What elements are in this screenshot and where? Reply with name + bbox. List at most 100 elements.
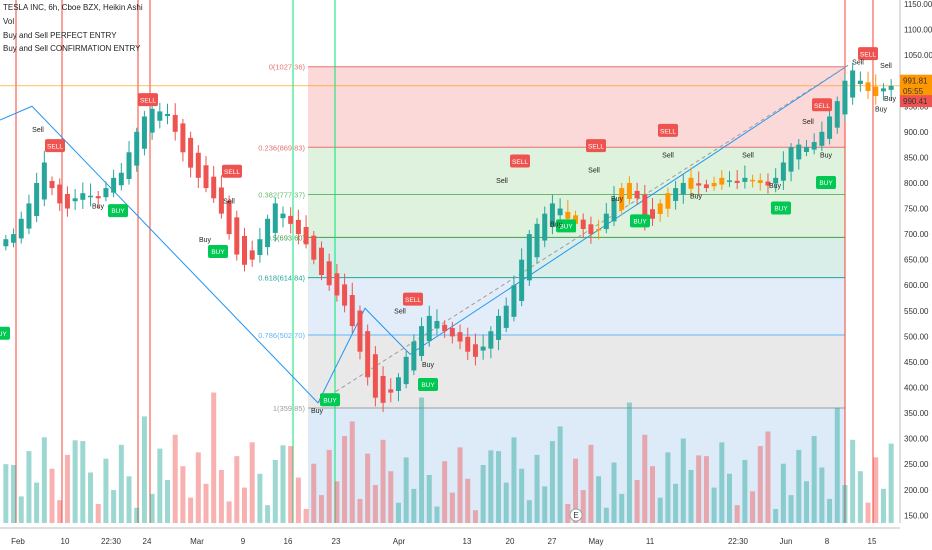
candle-body xyxy=(542,213,548,241)
volume-bar xyxy=(696,455,702,523)
volume-bar xyxy=(865,502,871,523)
volume-bar xyxy=(542,486,548,523)
buy-text: Buy xyxy=(690,193,703,200)
candle-body xyxy=(665,193,671,209)
volume-bar xyxy=(3,464,9,523)
candle-body xyxy=(403,356,409,385)
candle-body xyxy=(780,162,786,181)
time-tick: Feb xyxy=(11,537,25,546)
volume-bar xyxy=(295,477,301,523)
candle-body xyxy=(703,184,709,189)
price-tick: 300.00 xyxy=(904,435,929,444)
volume-bar xyxy=(134,507,140,523)
volume-bar xyxy=(726,473,732,523)
candle-body xyxy=(526,234,532,281)
volume-bar xyxy=(57,500,63,523)
sell-badge-label: SELL xyxy=(860,52,876,59)
volume-bar xyxy=(365,453,371,523)
volume-bar xyxy=(311,463,317,523)
candle-body xyxy=(249,250,255,260)
time-tick: 9 xyxy=(241,537,246,546)
volume-bar xyxy=(834,407,840,523)
volume-bar xyxy=(211,392,217,523)
candle-body xyxy=(88,195,94,198)
candle-body xyxy=(334,273,340,296)
buy-badge-label: BUY xyxy=(211,249,225,256)
buy-text: Buy xyxy=(820,152,833,159)
candle-body xyxy=(103,188,109,198)
buy-text: Buy xyxy=(199,237,212,244)
candle-body xyxy=(303,226,309,245)
volume-bar xyxy=(765,431,771,523)
volume-bar xyxy=(26,451,32,523)
buy-badge-label: BUY xyxy=(559,223,573,230)
candle-body xyxy=(657,203,663,215)
time-tick: 16 xyxy=(284,537,293,546)
price-label-box xyxy=(900,74,932,87)
volume-bar xyxy=(565,503,571,523)
candle-body xyxy=(496,315,502,340)
candle-body xyxy=(519,259,525,302)
candle-body xyxy=(234,217,240,255)
volume-bar xyxy=(265,505,271,523)
candle-body xyxy=(642,194,648,224)
volume-bar xyxy=(857,471,863,523)
buy-badge xyxy=(630,214,650,228)
volume-bar xyxy=(680,438,686,523)
candle-body xyxy=(134,131,140,166)
price-label: 05:55 xyxy=(903,87,924,96)
candle-body xyxy=(534,223,540,258)
volume-bar xyxy=(811,436,817,523)
price-tick: 450.00 xyxy=(904,358,929,367)
volume-bar xyxy=(449,492,455,523)
candle-body xyxy=(126,152,132,179)
volume-bar xyxy=(688,469,694,523)
volume-bar xyxy=(88,472,94,523)
volume-bar xyxy=(665,452,671,523)
candle-body xyxy=(603,213,609,230)
time-axis: Feb 10 22:30 24 Mar 9 16 23 Apr 13 20 27 May 11 22:30 J… xyxy=(0,508,900,546)
price-tick: 700.00 xyxy=(904,230,929,239)
candle-body xyxy=(442,324,448,332)
candle-body xyxy=(111,177,117,193)
volume-bar xyxy=(488,450,494,523)
buy-text: Buy xyxy=(769,183,782,190)
candle-body xyxy=(18,218,24,239)
candle-body xyxy=(295,219,301,235)
candle-body xyxy=(57,184,63,204)
candle-body xyxy=(180,123,186,153)
candle-body xyxy=(349,295,355,327)
volume-bar xyxy=(426,475,432,523)
volume-bar xyxy=(742,459,748,523)
buy-text: Buy xyxy=(92,204,105,211)
volume-bar xyxy=(272,459,278,523)
candle-body xyxy=(365,331,371,378)
volume-bar xyxy=(780,463,786,523)
time-tick: Jun xyxy=(780,537,793,546)
volume-bar xyxy=(734,505,740,523)
candle-body xyxy=(318,247,324,276)
time-tick: 20 xyxy=(506,537,515,546)
volume-bar xyxy=(880,488,886,523)
volume-bar xyxy=(465,478,471,523)
sell-text: Sell xyxy=(880,63,892,70)
volume-bar xyxy=(511,437,517,523)
volume-bar xyxy=(580,490,586,523)
volume-bar xyxy=(557,426,563,523)
volume-bar xyxy=(349,421,355,523)
buy-text: Buy xyxy=(311,408,324,415)
candle-body xyxy=(857,80,863,85)
buy-badge-label: BUY xyxy=(323,397,337,404)
volume-bar xyxy=(603,507,609,523)
price-tick: 900.00 xyxy=(904,128,929,137)
buy-badge-label: BUY xyxy=(421,382,435,389)
candle-body xyxy=(411,341,417,371)
sell-badge xyxy=(45,139,65,153)
price-label: 991.81 xyxy=(903,77,928,86)
volume-bar xyxy=(49,468,55,523)
time-tick: 27 xyxy=(548,537,557,546)
time-tick: Apr xyxy=(393,537,406,546)
time-tick: 23 xyxy=(332,537,341,546)
sell-badge xyxy=(510,154,530,168)
